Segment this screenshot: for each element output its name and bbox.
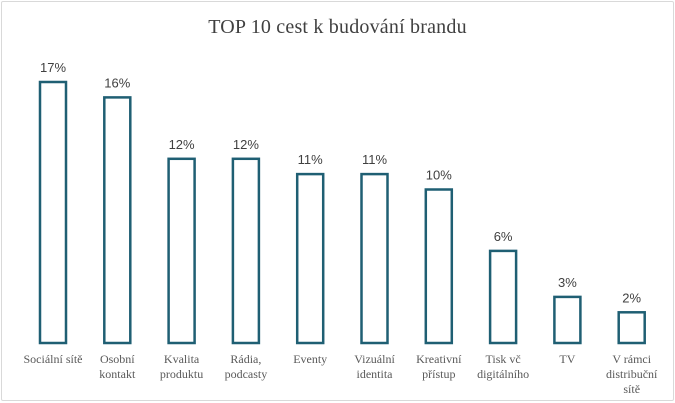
chart-title: TOP 10 cest k budování brandu	[208, 16, 467, 38]
category-label-1: Osobní kontakt	[99, 352, 136, 381]
bar-8	[553, 295, 582, 345]
category-label-5: Vizuální identita	[354, 352, 395, 381]
bar-9	[617, 311, 646, 345]
bar-4	[295, 172, 325, 345]
data-label-8: 3%	[558, 275, 577, 290]
category-label-0: Sociální sítě	[24, 352, 83, 366]
data-label-6: 10%	[426, 168, 452, 183]
category-label-6: Kreativní přístup	[416, 352, 462, 381]
data-label-1: 16%	[104, 75, 130, 90]
bar-5	[360, 172, 389, 345]
data-label-9: 2%	[622, 290, 641, 305]
category-label-8: TV	[559, 352, 575, 366]
category-label-2: Kvalita produktu	[160, 352, 203, 381]
data-label-0: 17%	[40, 60, 66, 75]
data-label-4: 11%	[298, 152, 323, 167]
bar-0	[38, 80, 68, 345]
bar-1	[103, 96, 132, 345]
data-label-3: 12%	[233, 137, 259, 152]
category-label-3: Rádia, podcasty	[225, 352, 268, 381]
category-label-4: Eventy	[293, 352, 327, 366]
bar-6	[424, 188, 454, 345]
data-label-5: 11%	[362, 152, 387, 167]
data-label-7: 6%	[494, 229, 513, 244]
bar-7	[488, 249, 518, 345]
data-label-2: 12%	[169, 137, 195, 152]
bar-3	[231, 157, 261, 345]
category-label-7: Tisk vč digitálního	[477, 352, 529, 381]
bar-2	[167, 157, 196, 345]
category-label-9: V rámci distribuční sítě	[606, 352, 658, 396]
